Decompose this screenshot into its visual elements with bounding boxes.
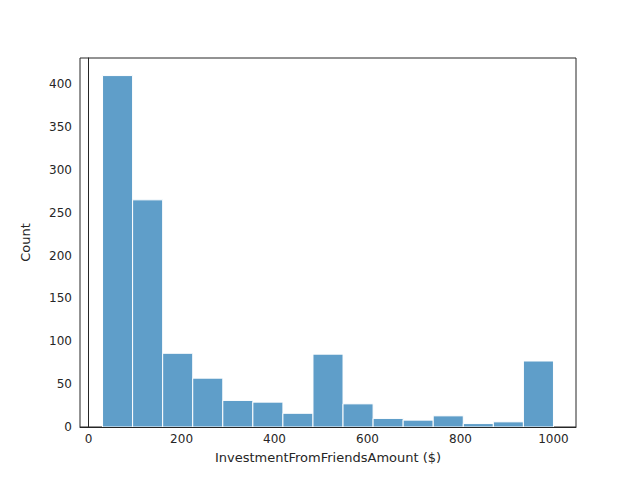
svg-text:200: 200 — [170, 432, 193, 446]
svg-text:600: 600 — [356, 432, 379, 446]
svg-text:50: 50 — [57, 377, 72, 391]
svg-text:150: 150 — [49, 291, 72, 305]
svg-text:400: 400 — [263, 432, 286, 446]
svg-text:300: 300 — [49, 163, 72, 177]
svg-text:0: 0 — [85, 432, 93, 446]
svg-text:InvestmentFromFriendsAmount ($: InvestmentFromFriendsAmount ($) — [215, 450, 441, 465]
svg-text:100: 100 — [49, 334, 72, 348]
svg-text:0: 0 — [64, 420, 72, 434]
svg-text:800: 800 — [449, 432, 472, 446]
svg-text:1000: 1000 — [538, 432, 569, 446]
svg-text:Count: Count — [18, 223, 33, 262]
svg-text:200: 200 — [49, 249, 72, 263]
svg-text:350: 350 — [49, 120, 72, 134]
svg-text:250: 250 — [49, 206, 72, 220]
svg-text:400: 400 — [49, 77, 72, 91]
